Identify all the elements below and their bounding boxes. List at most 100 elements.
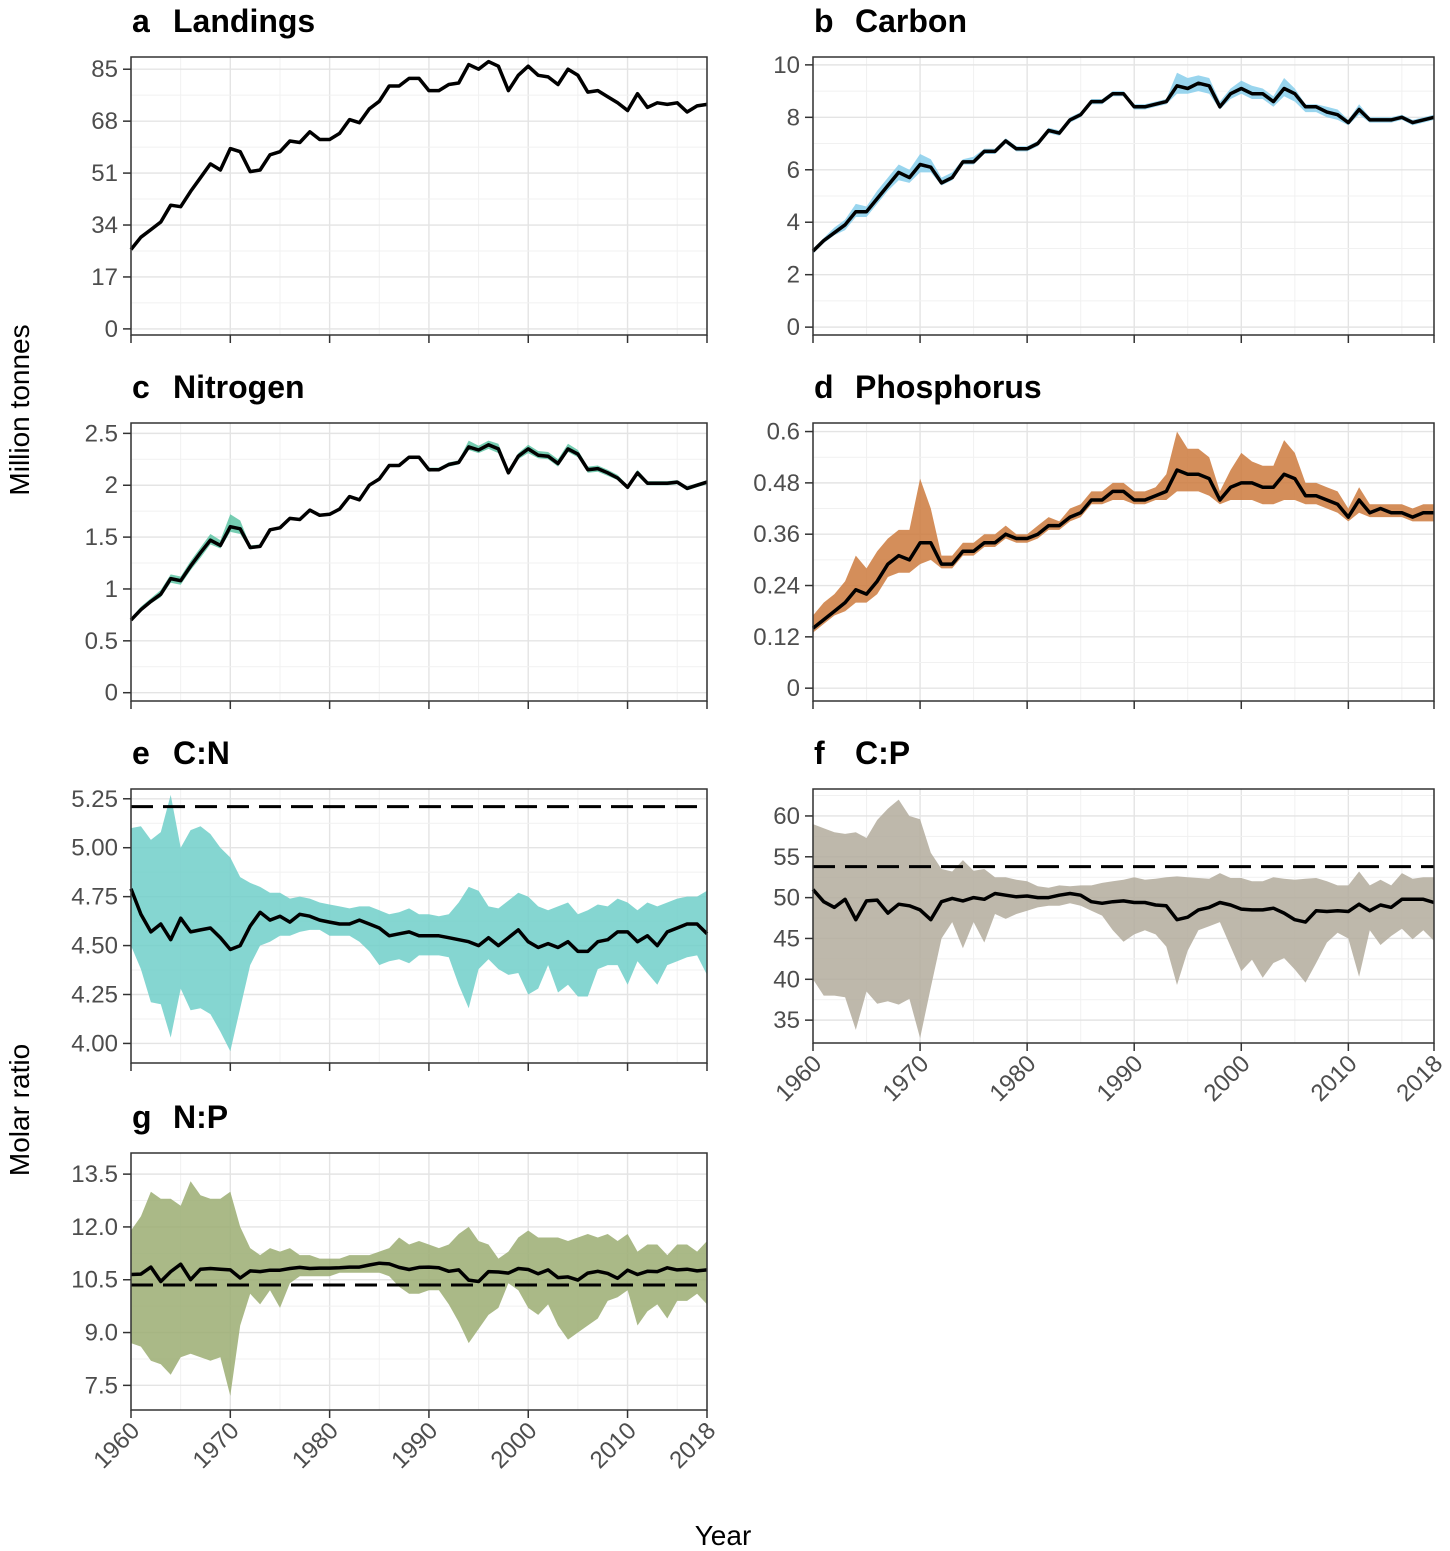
y-tick-label: 34 (91, 212, 118, 239)
y-axis-label-molar-ratio: Molar ratio (4, 1044, 35, 1176)
y-tick-label: 2 (105, 472, 118, 499)
y-axis-label-million-tonnes: Million tonnes (4, 324, 35, 495)
y-tick-label: 1.5 (85, 524, 118, 551)
panel-letter: g (132, 1099, 152, 1135)
y-tick-label: 4.00 (71, 1030, 118, 1057)
y-tick-label: 60 (773, 803, 800, 830)
panel-border (812, 788, 1435, 1044)
y-tick-label: 0 (787, 675, 800, 702)
panel-title: N:P (173, 1099, 228, 1135)
y-tick-label: 2.5 (85, 420, 118, 447)
y-tick-label: 0 (787, 314, 800, 341)
panel-title: C:P (855, 735, 910, 771)
y-tick-label: 0 (105, 316, 118, 343)
y-tick-label: 1 (105, 576, 118, 603)
series-line (129, 59, 708, 251)
x-tick-label: 2010 (585, 1417, 642, 1474)
panel-letter: e (132, 735, 150, 771)
panel-title: Carbon (855, 3, 967, 39)
plot-background (131, 57, 707, 335)
y-tick-label: 0.6 (767, 419, 800, 446)
panel-g: 7.5 9.0 10.5 12.0 13.5 1960 1970 1980 1990 2000 20… (71, 1099, 721, 1474)
panel-letter: f (814, 735, 825, 771)
panel-letter: a (132, 3, 150, 39)
y-tick-label: 9.0 (85, 1320, 118, 1347)
panel-border (812, 422, 1435, 702)
uncertainty-band (813, 799, 1434, 1039)
y-tick-label: 68 (91, 108, 118, 135)
x-tick-label: 2018 (664, 1417, 721, 1474)
y-tick-label: 5.25 (71, 786, 118, 813)
y-tick-label: 0.24 (753, 573, 800, 600)
panel-c: 0 0.5 1 1.5 2 2.5 c Nitrogen (85, 369, 708, 709)
y-tick-label: 55 (773, 844, 800, 871)
y-tick-label: 8 (787, 104, 800, 131)
y-tick-label: 10 (773, 52, 800, 79)
series-line (811, 81, 1435, 253)
x-tick-label: 1970 (877, 1050, 934, 1107)
panel-letter: d (814, 369, 834, 405)
panel-title: C:N (173, 735, 230, 771)
series-line (129, 443, 708, 622)
y-tick-label: 13.5 (71, 1161, 118, 1188)
x-tick-label: 1990 (1092, 1050, 1149, 1107)
panel-border (130, 1152, 708, 1411)
y-tick-label: 0.36 (753, 521, 800, 548)
x-axis-label-year: Year (695, 1520, 752, 1551)
panel-border (812, 56, 1435, 336)
uncertainty-band (131, 1181, 707, 1396)
panel-b: 0 2 4 6 8 10 b Carbon (773, 3, 1435, 343)
plot-background (131, 423, 707, 701)
x-tick-label: 1960 (770, 1050, 827, 1107)
panel-border (130, 56, 708, 336)
y-tick-label: 0.5 (85, 628, 118, 655)
y-tick-label: 7.5 (85, 1372, 118, 1399)
y-tick-label: 10.5 (71, 1267, 118, 1294)
panel-a: 0 17 34 51 68 85 a Landings (91, 3, 708, 343)
y-tick-label: 4.75 (71, 884, 118, 911)
y-tick-label: 0.12 (753, 624, 800, 651)
series-line (129, 888, 709, 954)
panel-d: 0 0.12 0.24 0.36 0.48 0.6 d Phosphorus (753, 369, 1435, 709)
y-tick-label: 2 (787, 262, 800, 289)
series-line (130, 1261, 708, 1284)
y-tick-label: 4 (787, 209, 800, 236)
y-tick-label: 12.0 (71, 1214, 118, 1241)
uncertainty-band (131, 794, 707, 1052)
panel-border (130, 788, 708, 1064)
y-tick-label: 85 (91, 56, 118, 83)
x-tick-label: 1970 (188, 1417, 245, 1474)
x-tick-label: 2010 (1306, 1050, 1363, 1107)
panel-title: Phosphorus (855, 369, 1042, 405)
x-tick-label: 2018 (1391, 1050, 1448, 1107)
panel-title: Nitrogen (173, 369, 305, 405)
panel-border (130, 422, 708, 702)
panel-e: 4.00 4.25 4.50 4.75 5.00 5.25 e C:N (71, 735, 709, 1071)
y-tick-label: 5.00 (71, 835, 118, 862)
x-tick-label: 1990 (386, 1417, 443, 1474)
x-tick-label: 2000 (1199, 1050, 1256, 1107)
x-tick-label: 1960 (88, 1417, 145, 1474)
panel-letter: c (132, 369, 150, 405)
y-tick-label: 4.25 (71, 982, 118, 1009)
y-tick-label: 35 (773, 1007, 800, 1034)
y-tick-label: 6 (787, 157, 800, 184)
y-tick-label: 50 (773, 885, 800, 912)
panel-f: 35 40 45 50 55 60 1960 1970 1980 1990 2000 2010 2018… (770, 735, 1448, 1107)
series-line (811, 468, 1434, 630)
y-tick-label: 40 (773, 966, 800, 993)
y-tick-label: 17 (91, 264, 118, 291)
series-line (811, 888, 1435, 924)
x-tick-label: 1980 (287, 1417, 344, 1474)
y-tick-label: 51 (91, 160, 118, 187)
y-tick-label: 0 (105, 680, 118, 707)
y-tick-label: 45 (773, 925, 800, 952)
x-tick-label: 1980 (985, 1050, 1042, 1107)
y-tick-label: 4.50 (71, 933, 118, 960)
panel-title: Landings (173, 3, 315, 39)
panel-letter: b (814, 3, 834, 39)
y-tick-label: 0.48 (753, 470, 800, 497)
x-tick-label: 2000 (486, 1417, 543, 1474)
